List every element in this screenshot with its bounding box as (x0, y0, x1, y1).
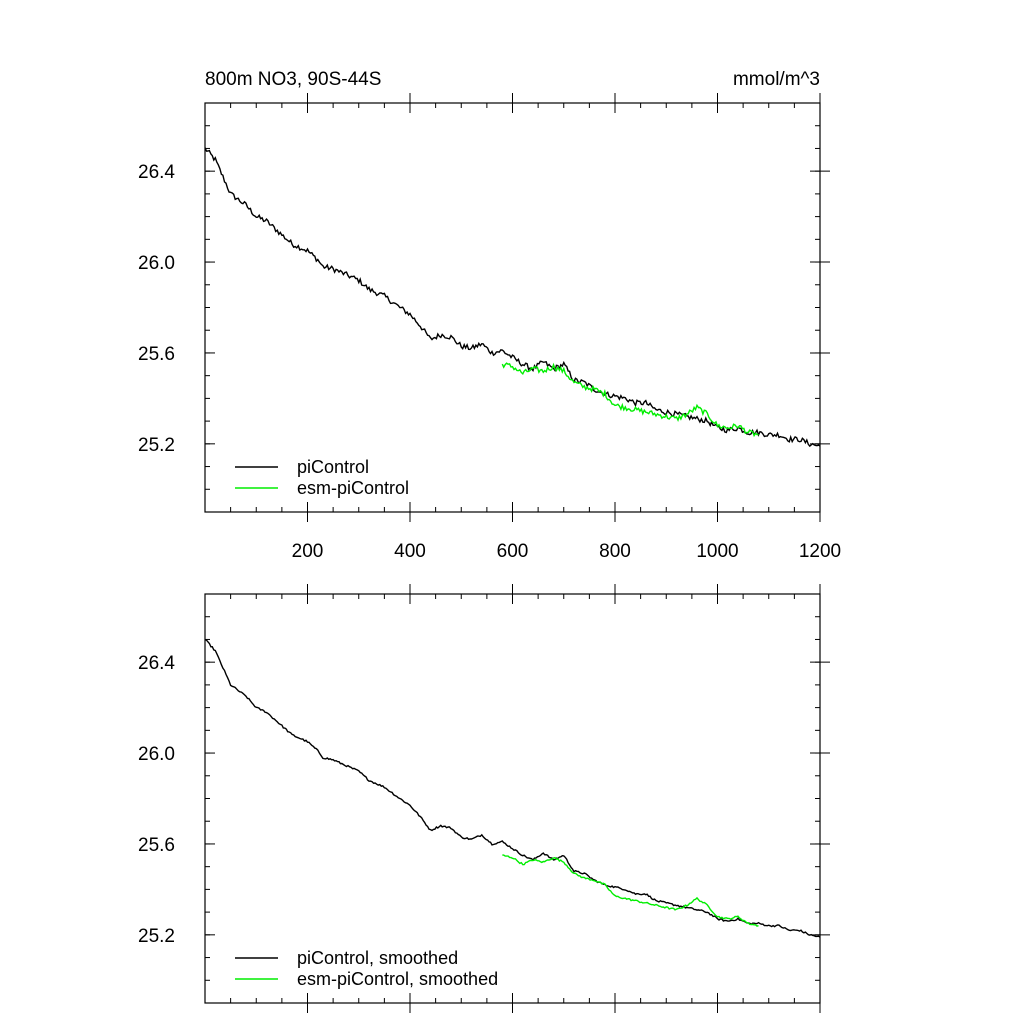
x-tick-label: 200 (292, 541, 324, 562)
y-tick-label: 26.0 (138, 253, 175, 274)
series-line-1 (501, 362, 759, 438)
chart-units: mmol/m^3 (733, 69, 820, 90)
x-tick-label: 1200 (799, 541, 841, 562)
bottom-panel: 25.2 25.6 26.0 26.4 piControl, smoothedesm-p… (138, 584, 830, 1013)
x-tick-label: 600 (497, 541, 529, 562)
top-panel: 200 400 600 800 1000 1200 25.2 25.6 26.0 26.4 piCo… (138, 93, 841, 562)
y-tick-label: 26.4 (138, 653, 175, 674)
plot-frame (204, 102, 821, 513)
legend-label: esm-piControl (297, 478, 409, 498)
x-tick-label: 400 (394, 541, 426, 562)
legend-label: esm-piControl, smoothed (297, 969, 498, 989)
series-line-0 (204, 147, 821, 448)
chart-title: 800m NO3, 90S-44S (205, 69, 381, 90)
x-tick-label: 1000 (696, 541, 738, 562)
legend-label: piControl (297, 457, 369, 477)
legend-label: piControl, smoothed (297, 948, 458, 968)
x-tick-label: 800 (599, 541, 631, 562)
y-tick-label: 26.0 (138, 744, 175, 765)
y-tick-label: 25.2 (138, 926, 175, 947)
plot-frame (204, 593, 821, 1004)
series-line-0 (204, 638, 821, 938)
y-tick-label: 25.2 (138, 435, 175, 456)
series-line-1 (502, 854, 759, 927)
y-tick-label: 26.4 (138, 162, 175, 183)
y-tick-label: 25.6 (138, 835, 175, 856)
y-tick-label: 25.6 (138, 344, 175, 365)
